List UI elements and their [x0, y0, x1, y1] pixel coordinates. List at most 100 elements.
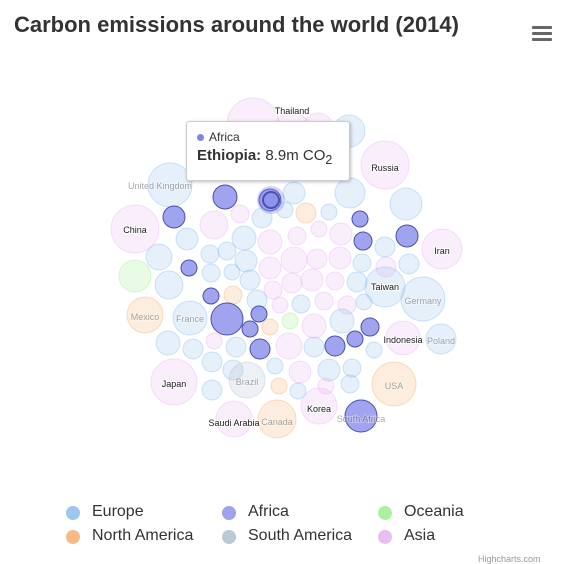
bubble-africa[interactable]: [210, 302, 244, 336]
bubble-asia[interactable]: [205, 332, 223, 350]
bubble-south-america[interactable]: [228, 361, 266, 399]
bubble-europe[interactable]: [303, 336, 325, 358]
bubble-asia[interactable]: [317, 377, 335, 395]
bubble-asia[interactable]: [306, 248, 328, 270]
bubble-europe[interactable]: [175, 227, 199, 251]
bubble-asia[interactable]: [263, 280, 283, 300]
bubble-europe[interactable]: [374, 236, 396, 258]
bubble-asia[interactable]: [329, 222, 353, 246]
bubble-europe[interactable]: [342, 358, 362, 378]
bubble-europe[interactable]: [231, 225, 257, 251]
bubble-asia[interactable]: [385, 320, 421, 356]
bubble-europe[interactable]: [225, 336, 247, 358]
bubble-oceania[interactable]: [118, 259, 152, 293]
bubble-asia[interactable]: [275, 332, 303, 360]
bubble-europe[interactable]: [346, 271, 368, 293]
bubble-europe[interactable]: [155, 330, 181, 356]
bubble-europe[interactable]: [217, 241, 237, 261]
bubble-africa[interactable]: [249, 338, 271, 360]
bubble-europe[interactable]: [154, 270, 184, 300]
bubble-europe[interactable]: [317, 358, 341, 382]
bubble-asia[interactable]: [328, 246, 352, 270]
bubble-europe[interactable]: [201, 263, 221, 283]
credits[interactable]: Highcharts.com: [478, 554, 541, 564]
bubble-europe[interactable]: [425, 323, 457, 355]
bubble-europe[interactable]: [182, 338, 204, 360]
bubble-asia[interactable]: [310, 220, 328, 238]
bubble-asia[interactable]: [257, 229, 283, 255]
bubble-europe[interactable]: [352, 253, 372, 273]
bubble-asia[interactable]: [150, 358, 198, 406]
bubble-north-america[interactable]: [270, 377, 288, 395]
bubble-asia[interactable]: [288, 360, 312, 384]
bubble-europe[interactable]: [320, 203, 338, 221]
bubble-asia[interactable]: [300, 268, 324, 292]
bubble-asia[interactable]: [314, 291, 334, 311]
bubble-africa[interactable]: [324, 335, 346, 357]
bubble-europe[interactable]: [201, 351, 223, 373]
bubble-north-america[interactable]: [257, 399, 297, 439]
bubble-europe[interactable]: [239, 269, 261, 291]
bubble-asia[interactable]: [230, 204, 250, 224]
bubble-africa[interactable]: [346, 330, 364, 348]
bubble-oceania[interactable]: [281, 312, 299, 330]
bubble-europe[interactable]: [145, 243, 173, 271]
bubble-asia[interactable]: [375, 256, 397, 278]
bubble-europe[interactable]: [282, 181, 306, 205]
bubble-europe[interactable]: [340, 374, 360, 394]
bubble-europe[interactable]: [234, 249, 258, 273]
bubble-europe[interactable]: [251, 207, 273, 229]
bubble-asia[interactable]: [301, 313, 327, 339]
bubble-north-america[interactable]: [261, 318, 279, 336]
bubble-asia[interactable]: [325, 271, 345, 291]
bubble-asia[interactable]: [110, 204, 160, 254]
bubble-africa[interactable]: [180, 259, 198, 277]
bubble-africa[interactable]: [241, 320, 259, 338]
bubble-asia[interactable]: [199, 210, 229, 240]
bubble-europe[interactable]: [266, 357, 284, 375]
bubble-label-usa: USA: [385, 381, 404, 391]
bubble-europe[interactable]: [172, 300, 208, 336]
bubble-north-america[interactable]: [223, 285, 243, 305]
bubble-europe[interactable]: [364, 266, 406, 308]
bubble-africa[interactable]: [162, 205, 186, 229]
bubble-europe[interactable]: [329, 308, 355, 334]
bubble-asia[interactable]: [215, 400, 253, 438]
bubble-europe[interactable]: [398, 253, 420, 275]
bubble-africa[interactable]: [351, 210, 369, 228]
bubble-africa[interactable]: [344, 399, 378, 433]
bubble-africa[interactable]: [202, 287, 220, 305]
bubble-asia[interactable]: [337, 295, 357, 315]
bubble-africa[interactable]: [353, 231, 373, 251]
bubble-africa[interactable]: [212, 184, 238, 210]
bubble-europe[interactable]: [222, 359, 244, 381]
bubble-africa[interactable]: [360, 317, 380, 337]
bubble-europe[interactable]: [355, 293, 373, 311]
hamburger-menu-icon[interactable]: [531, 25, 553, 43]
bubble-north-america[interactable]: [371, 361, 417, 407]
bubble-asia[interactable]: [280, 246, 308, 274]
bubble-north-america[interactable]: [295, 202, 317, 224]
bubble-asia[interactable]: [300, 387, 338, 425]
bubble-asia[interactable]: [281, 272, 303, 294]
bubble-europe[interactable]: [291, 294, 311, 314]
bubble-asia[interactable]: [287, 226, 307, 246]
bubble-asia[interactable]: [360, 140, 410, 190]
bubble-asia[interactable]: [421, 228, 463, 270]
bubble-europe[interactable]: [223, 263, 241, 281]
bubble-europe[interactable]: [334, 177, 366, 209]
bubble-europe[interactable]: [276, 201, 294, 219]
bubble-asia[interactable]: [258, 256, 282, 280]
bubble-europe[interactable]: [289, 382, 307, 400]
bubble-europe[interactable]: [201, 379, 223, 401]
bubble-africa[interactable]: [395, 224, 419, 248]
bubble-ethiopia[interactable]: [262, 191, 280, 209]
bubble-north-america[interactable]: [126, 296, 164, 334]
bubble-europe[interactable]: [365, 341, 383, 359]
bubble-europe[interactable]: [400, 276, 446, 322]
bubble-asia[interactable]: [271, 296, 289, 314]
bubble-label-indonesia: Indonesia: [383, 335, 422, 345]
bubble-europe[interactable]: [200, 244, 220, 264]
bubble-europe[interactable]: [389, 187, 423, 221]
bubble-africa[interactable]: [250, 305, 268, 323]
